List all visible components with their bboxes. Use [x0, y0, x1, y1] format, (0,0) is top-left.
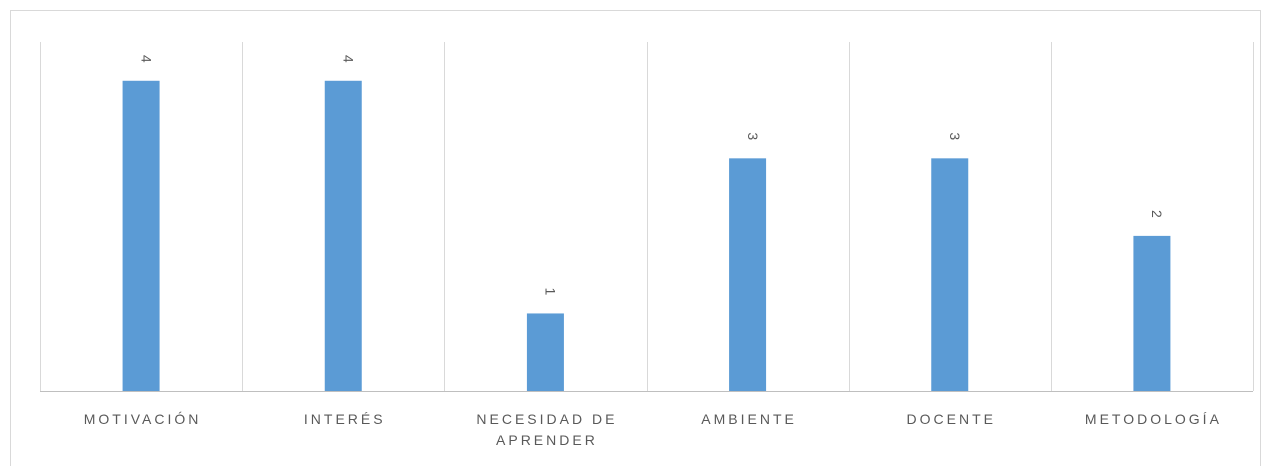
bar-6	[1133, 235, 1171, 391]
category-label-3-line-2: APRENDER	[496, 432, 598, 448]
data-label-1: 4	[138, 55, 154, 63]
bar-1	[122, 80, 160, 392]
data-label-4: 3	[745, 132, 761, 140]
data-label-6: 2	[1149, 210, 1165, 218]
bar-2	[324, 80, 362, 392]
data-label-2: 4	[341, 55, 357, 63]
category-label-1: MOTIVACIÓN	[84, 411, 202, 427]
bar-5	[931, 158, 969, 391]
category-label-3-line-1: NECESIDAD DE	[476, 411, 617, 427]
category-label-5: DOCENTE	[907, 411, 996, 427]
data-label-3: 1	[543, 288, 559, 296]
data-label-5: 3	[947, 132, 963, 140]
category-label-4: AMBIENTE	[701, 411, 797, 427]
category-label-6: METODOLOGÍA	[1085, 411, 1222, 427]
bar-3	[526, 313, 564, 391]
bar-4	[729, 158, 767, 391]
category-label-2: INTERÉS	[304, 411, 386, 427]
chart-frame	[10, 10, 1261, 466]
